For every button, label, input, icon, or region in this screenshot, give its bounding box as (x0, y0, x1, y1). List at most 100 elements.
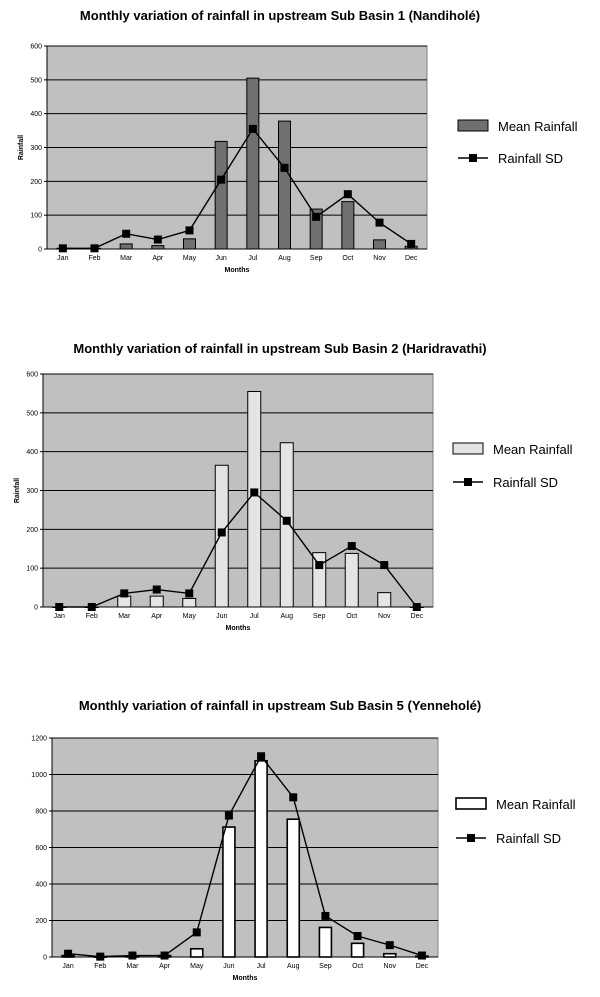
y-tick-label: 400 (30, 111, 42, 118)
bar (182, 597, 197, 608)
legend-label: Rainfall SD (498, 151, 563, 166)
line-point (224, 811, 233, 820)
x-tick-label: Jul (250, 613, 259, 620)
line-point (192, 928, 201, 937)
y-tick-label: 800 (35, 809, 47, 816)
x-tick-label: Aug (287, 963, 300, 970)
line-point (128, 951, 137, 960)
line-point (380, 561, 389, 570)
x-tick-label: Apr (159, 963, 171, 970)
bar (254, 760, 268, 958)
line-point (347, 542, 356, 551)
bar (286, 818, 301, 958)
bar (382, 952, 397, 958)
x-tick-label: Feb (86, 613, 98, 620)
series-line (68, 754, 423, 958)
line-point (55, 603, 64, 611)
line-point (64, 949, 73, 958)
x-tick-label: Mar (118, 613, 131, 620)
line-point (280, 163, 289, 172)
x-tick-label: Oct (342, 255, 353, 262)
line-point (417, 951, 426, 960)
x-tick-label: Jan (54, 613, 65, 620)
chart-sub-basin-5: Monthly variation of rainfall in upstrea… (0, 690, 600, 997)
line-point (185, 589, 194, 598)
x-tick-label: Mar (126, 963, 139, 970)
y-tick-label: 200 (26, 527, 38, 534)
line-point (248, 124, 257, 133)
y-tick-label: 600 (30, 44, 42, 51)
x-tick-label: Sep (313, 613, 326, 620)
x-tick-label: Jan (62, 963, 73, 970)
x-tick-label: Mar (120, 255, 133, 262)
x-tick-label: Oct (352, 963, 363, 970)
x-tick-label: May (183, 613, 197, 620)
x-axis-title: Months (233, 975, 258, 982)
line-point (185, 226, 194, 235)
line-point (289, 793, 298, 802)
line-point (343, 190, 352, 199)
x-tick-label: Dec (416, 963, 429, 970)
legend-label: Rainfall SD (496, 831, 561, 846)
bar (350, 942, 365, 958)
chart-sub-basin-2: Monthly variation of rainfall in upstrea… (0, 330, 600, 650)
y-tick-label: 500 (26, 410, 38, 417)
y-axis-title: Rainfall (14, 478, 21, 503)
x-tick-label: May (190, 963, 204, 970)
x-tick-label: Sep (310, 255, 323, 262)
x-tick-label: Jun (216, 613, 227, 620)
y-tick-label: 100 (30, 213, 42, 220)
y-tick-label: 300 (26, 488, 38, 495)
legend-swatch-bar (455, 797, 487, 810)
x-tick-label: Dec (411, 613, 424, 620)
chart-title: Monthly variation of rainfall in upstrea… (78, 698, 482, 713)
y-tick-label: 100 (26, 566, 38, 573)
y-tick-label: 1200 (31, 736, 47, 743)
legend-swatch-bar (457, 119, 489, 132)
legend-label: Rainfall SD (493, 475, 558, 490)
chart-title: Monthly variation of rainfall in upstrea… (73, 341, 487, 356)
line-point (385, 941, 394, 950)
line-point (122, 229, 131, 238)
line-point (315, 561, 324, 570)
line-point (87, 603, 96, 611)
chart-svg: 0 200 400 600 800 1000 1200 Jan Feb Mar Apr May Jun J… (31, 736, 575, 983)
legend-swatch-marker (469, 154, 477, 162)
chart-svg: 0 100 200 300 400 500 600 Jan Feb Mar Apr May Jun Jul… (18, 44, 578, 275)
line-point (153, 235, 162, 244)
legend-swatch-marker (464, 478, 472, 486)
bar (341, 201, 355, 250)
bar (373, 239, 386, 250)
chart-sub-basin-1: Monthly variation of rainfall in upstrea… (0, 0, 600, 320)
x-tick-label: Nov (378, 613, 391, 620)
line-point (217, 528, 226, 537)
x-tick-label: Dec (405, 255, 418, 262)
x-tick-label: Aug (281, 613, 294, 620)
y-tick-label: 600 (35, 845, 47, 852)
line-point (160, 951, 169, 960)
bar (377, 592, 392, 608)
x-axis-title: Months (226, 625, 251, 632)
x-tick-label: Feb (94, 963, 106, 970)
bar (318, 926, 333, 958)
bar (149, 595, 164, 608)
x-tick-label: Jun (216, 255, 227, 262)
y-tick-label: 0 (43, 955, 47, 962)
y-tick-label: 600 (26, 372, 38, 379)
x-tick-label: Apr (152, 255, 164, 262)
x-tick-label: Jan (57, 255, 68, 262)
line-point (257, 752, 266, 761)
y-tick-label: 1000 (31, 772, 47, 779)
y-tick-label: 200 (35, 918, 47, 925)
line-point (321, 911, 330, 920)
bar (246, 77, 260, 250)
y-tick-label: 200 (30, 179, 42, 186)
y-tick-label: 400 (26, 449, 38, 456)
x-tick-label: Jun (223, 963, 234, 970)
y-tick-label: 300 (30, 145, 42, 152)
legend-swatch-marker (467, 834, 475, 842)
legend-swatch-bar (452, 442, 484, 455)
bar (222, 826, 236, 958)
bar (214, 140, 228, 250)
chart-title: Monthly variation of rainfall in upstrea… (79, 8, 481, 23)
